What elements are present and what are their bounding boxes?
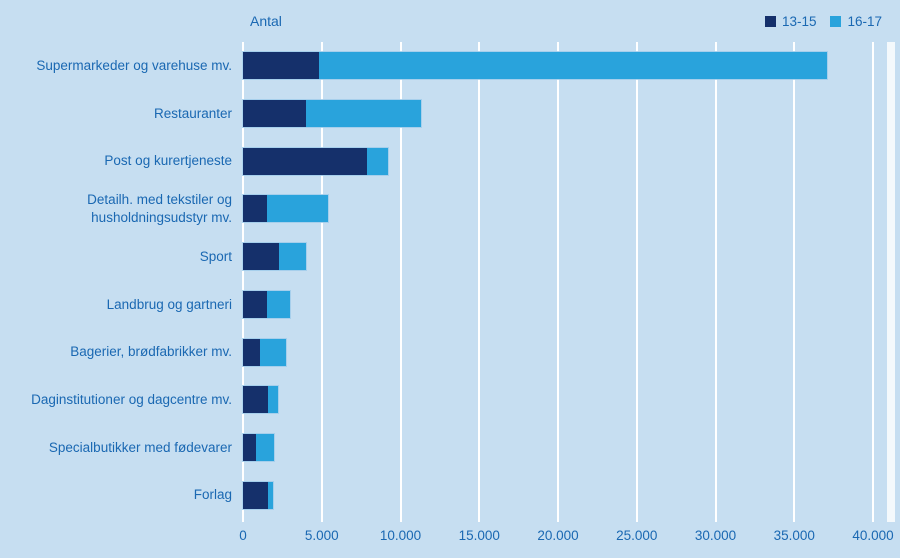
axis-title: Antal: [250, 13, 282, 29]
plot-right-border: [887, 42, 895, 522]
x-tick-label: 10.000: [379, 528, 422, 543]
gridline: [242, 42, 244, 522]
category-label: Sport: [199, 248, 232, 264]
category-label: Post og kurertjeneste: [104, 153, 232, 169]
bar-segment-13-15: [243, 338, 261, 366]
legend-swatch-icon: [764, 16, 776, 27]
category-label: Bagerier, brødfabrikker mv.: [70, 344, 232, 360]
gridline: [872, 42, 874, 522]
x-tick-label: 0: [239, 528, 247, 543]
bar-row: [241, 194, 330, 224]
stacked-bar: [241, 432, 276, 462]
plot-area: [241, 42, 874, 522]
bar-row: [242, 146, 389, 176]
bar-segment-16-17: [268, 481, 273, 509]
stacked-bar: [242, 385, 279, 415]
category-label: Supermarkeder og varehuse mv.: [36, 58, 232, 74]
stacked-bar: [242, 242, 307, 272]
bar-segment-13-15: [243, 386, 269, 414]
legend-item-13-15: 13-15: [764, 14, 817, 29]
category-label: Restauranter: [153, 105, 232, 121]
bar-segment-13-15: [243, 243, 280, 271]
category-label: Landbrug og gartneri: [106, 296, 232, 312]
bar-segment-16-17: [279, 243, 306, 271]
x-tick-label: 25.000: [616, 528, 658, 543]
stacked-bar: [241, 194, 330, 224]
stacked-bar: [241, 51, 829, 81]
gridline: [399, 42, 402, 522]
bar-row: [242, 337, 286, 367]
gridline: [478, 42, 481, 522]
x-tick-label: 15.000: [458, 528, 500, 543]
legend-label: 16-17: [847, 14, 882, 29]
category-label: Forlag: [193, 487, 232, 503]
legend-label: 13-15: [781, 14, 817, 29]
gridline: [793, 42, 796, 522]
bar-segment-13-15: [243, 433, 256, 461]
legend: 13-15 16-17: [764, 14, 882, 29]
bar-segment-13-15: [243, 147, 368, 175]
stacked-bar: [242, 480, 274, 510]
x-tick-label: 5.000: [304, 528, 339, 543]
x-tick-label: 40.000: [852, 528, 894, 543]
gridline: [714, 42, 717, 522]
bar-segment-16-17: [268, 386, 278, 414]
bar-segment-13-15: [243, 481, 269, 509]
bar-row: [242, 242, 307, 272]
stacked-bar: [242, 337, 286, 367]
stacked-bar: [242, 146, 389, 176]
bar-row: [241, 51, 829, 81]
bar-segment-13-15: [243, 52, 319, 80]
x-tick-label: 30.000: [694, 528, 737, 543]
gridline: [635, 42, 638, 522]
bar-segment-13-15: [243, 290, 267, 318]
bar-row: [242, 480, 274, 510]
stacked-bar: [242, 99, 422, 129]
bar-row: [242, 99, 422, 129]
x-tick-label: 20.000: [537, 528, 579, 543]
legend-swatch-icon: [830, 16, 842, 27]
bar-segment-16-17: [318, 52, 828, 80]
gridline: [557, 42, 559, 522]
bar-row: [241, 432, 276, 462]
x-tick-label: 35.000: [773, 528, 815, 543]
bar-segment-16-17: [367, 147, 388, 175]
bar-segment-13-15: [243, 100, 306, 128]
bar-segment-16-17: [266, 195, 329, 223]
category-label: Daginstitutioner og dagcentre mv.: [31, 391, 232, 407]
stacked-bar: [241, 289, 292, 319]
bar-segment-16-17: [266, 290, 291, 318]
gridline: [320, 42, 323, 522]
bar-row: [241, 289, 292, 319]
bar-segment-13-15: [243, 195, 267, 223]
bar-row: [242, 385, 279, 415]
category-label: Detailh. med tekstiler og husholdningsud…: [87, 192, 232, 225]
bar-segment-16-17: [306, 100, 421, 128]
bar-segment-16-17: [255, 433, 275, 461]
legend-item-16-17: 16-17: [830, 14, 882, 29]
bar-segment-16-17: [260, 338, 286, 366]
category-label: Specialbutikker med fødevarer: [48, 439, 232, 455]
